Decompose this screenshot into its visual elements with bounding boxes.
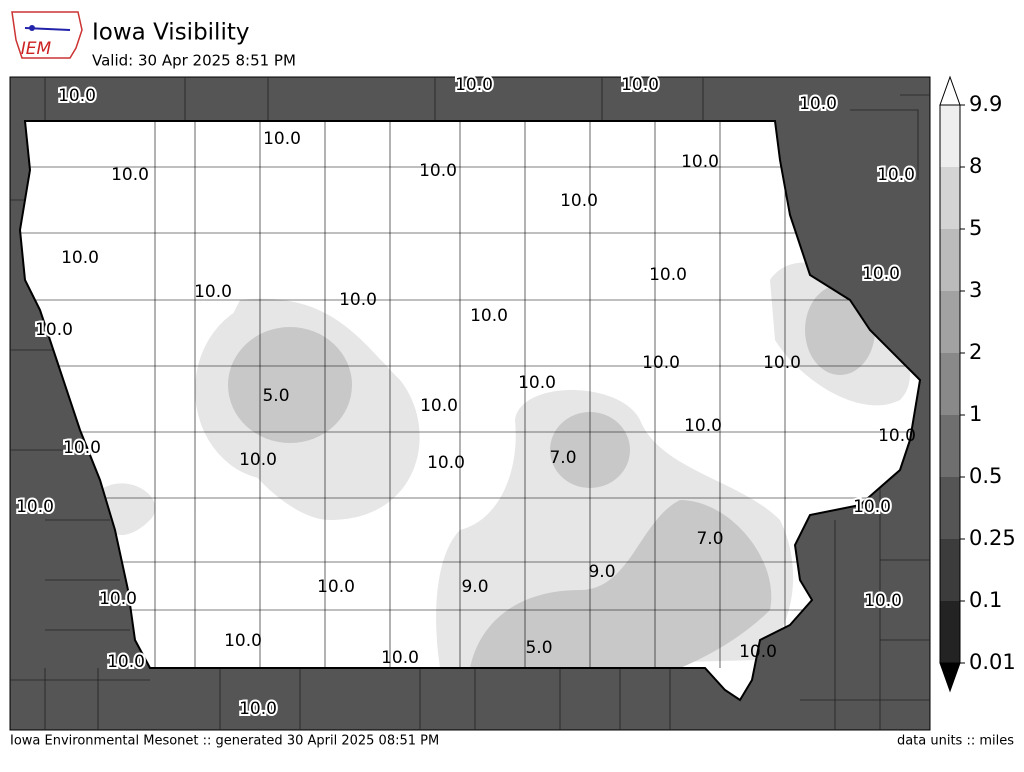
colorbar-label: 0.25 bbox=[969, 526, 1016, 550]
station-value: 10.0 bbox=[853, 497, 891, 517]
station-value: 10.0 bbox=[63, 438, 101, 458]
station-value: 10.0 bbox=[864, 591, 902, 611]
station-value: 10.0 bbox=[224, 631, 262, 651]
station-value: 10.0 bbox=[317, 577, 355, 597]
colorbar-segment bbox=[940, 415, 960, 477]
valid-time: Valid: 30 Apr 2025 8:51 PM bbox=[92, 52, 296, 70]
colorbar-label: 0.1 bbox=[969, 588, 1002, 612]
colorbar-segment bbox=[940, 105, 960, 167]
colorbar-frame bbox=[939, 104, 961, 664]
map: 10.0 10.0 10.0 10.0 10.0 10.0 10.0 10.0 10.0 10.0… bbox=[9, 73, 931, 731]
title: Iowa Visibility bbox=[92, 20, 249, 46]
colorbar-segment bbox=[940, 353, 960, 415]
logo: IEM bbox=[11, 11, 83, 59]
colorbar-segment bbox=[940, 539, 960, 601]
colorbar-segment bbox=[940, 477, 960, 539]
station-value: 10.0 bbox=[763, 353, 801, 373]
station-value: 10.0 bbox=[61, 248, 99, 268]
colorbar-label: 1 bbox=[969, 402, 982, 426]
colorbar: 9.9 8 5 3 2 1 0.5 0.25 0.1 0.01 bbox=[939, 75, 1016, 693]
station-value: 10.0 bbox=[681, 152, 719, 172]
station-value: 10.0 bbox=[642, 353, 680, 373]
station-value: 10.0 bbox=[878, 426, 916, 446]
visibility-contours bbox=[100, 262, 910, 668]
footer-right: data units :: miles bbox=[897, 734, 1014, 749]
colorbar-segment bbox=[940, 601, 960, 663]
station-value: 10.0 bbox=[455, 75, 493, 95]
colorbar-label: 2 bbox=[969, 340, 982, 364]
station-value: 10.0 bbox=[862, 264, 900, 284]
state-border bbox=[18, 120, 922, 702]
station-value: 10.0 bbox=[58, 86, 96, 106]
colorbar-arrow-bottom bbox=[939, 662, 961, 693]
station-value: 10.0 bbox=[381, 648, 419, 668]
colorbar-label: 8 bbox=[969, 154, 982, 178]
contour-medium bbox=[470, 500, 772, 668]
colorbar-segment bbox=[940, 229, 960, 291]
station-value: 10.0 bbox=[35, 320, 73, 340]
station-value: 10.0 bbox=[339, 290, 377, 310]
logo-text: IEM bbox=[21, 39, 52, 59]
station-value: 9.0 bbox=[461, 577, 488, 597]
station-value: 7.0 bbox=[696, 529, 723, 549]
station-value: 10.0 bbox=[420, 396, 458, 416]
station-value: 10.0 bbox=[263, 129, 301, 149]
station-labels: 10.0 10.0 10.0 10.0 10.0 10.0 10.0 10.0 10.0 10.0… bbox=[14, 73, 917, 721]
station-value: 10.0 bbox=[739, 642, 777, 662]
station-value: 10.0 bbox=[107, 652, 145, 672]
station-value: 10.0 bbox=[560, 191, 598, 211]
station-value: 10.0 bbox=[621, 75, 659, 95]
colorbar-label: 0.01 bbox=[969, 650, 1016, 674]
station-value: 5.0 bbox=[262, 386, 289, 406]
station-value: 10.0 bbox=[649, 265, 687, 285]
colorbar-label: 0.5 bbox=[969, 464, 1002, 488]
colorbar-segment bbox=[940, 291, 960, 353]
station-value: 10.0 bbox=[194, 282, 232, 302]
station-value: 10.0 bbox=[427, 453, 465, 473]
station-value: 9.0 bbox=[588, 562, 615, 582]
station-value: 10.0 bbox=[877, 165, 915, 185]
station-value: 10.0 bbox=[470, 306, 508, 326]
colorbar-label: 3 bbox=[969, 278, 982, 302]
station-value: 10.0 bbox=[239, 450, 277, 470]
colorbar-arrow-top bbox=[939, 75, 961, 106]
station-value: 10.0 bbox=[684, 416, 722, 436]
colorbar-segment bbox=[940, 167, 960, 229]
county-lines bbox=[20, 121, 920, 668]
station-value: 10.0 bbox=[16, 497, 54, 517]
station-value: 10.0 bbox=[99, 589, 137, 609]
station-value: 7.0 bbox=[549, 448, 576, 468]
colorbar-label: 5 bbox=[969, 216, 982, 240]
footer-left: Iowa Environmental Mesonet :: generated … bbox=[10, 734, 439, 749]
contour-light bbox=[100, 483, 156, 535]
county-grid bbox=[20, 121, 920, 668]
station-value: 10.0 bbox=[239, 699, 277, 719]
station-value: 5.0 bbox=[525, 638, 552, 658]
station-value: 10.0 bbox=[111, 165, 149, 185]
contour-medium bbox=[228, 327, 352, 443]
colorbar-label: 9.9 bbox=[969, 92, 1002, 116]
station-value: 10.0 bbox=[419, 161, 457, 181]
outer-counties bbox=[10, 77, 930, 730]
station-value: 10.0 bbox=[799, 94, 837, 114]
station-value: 10.0 bbox=[518, 373, 556, 393]
